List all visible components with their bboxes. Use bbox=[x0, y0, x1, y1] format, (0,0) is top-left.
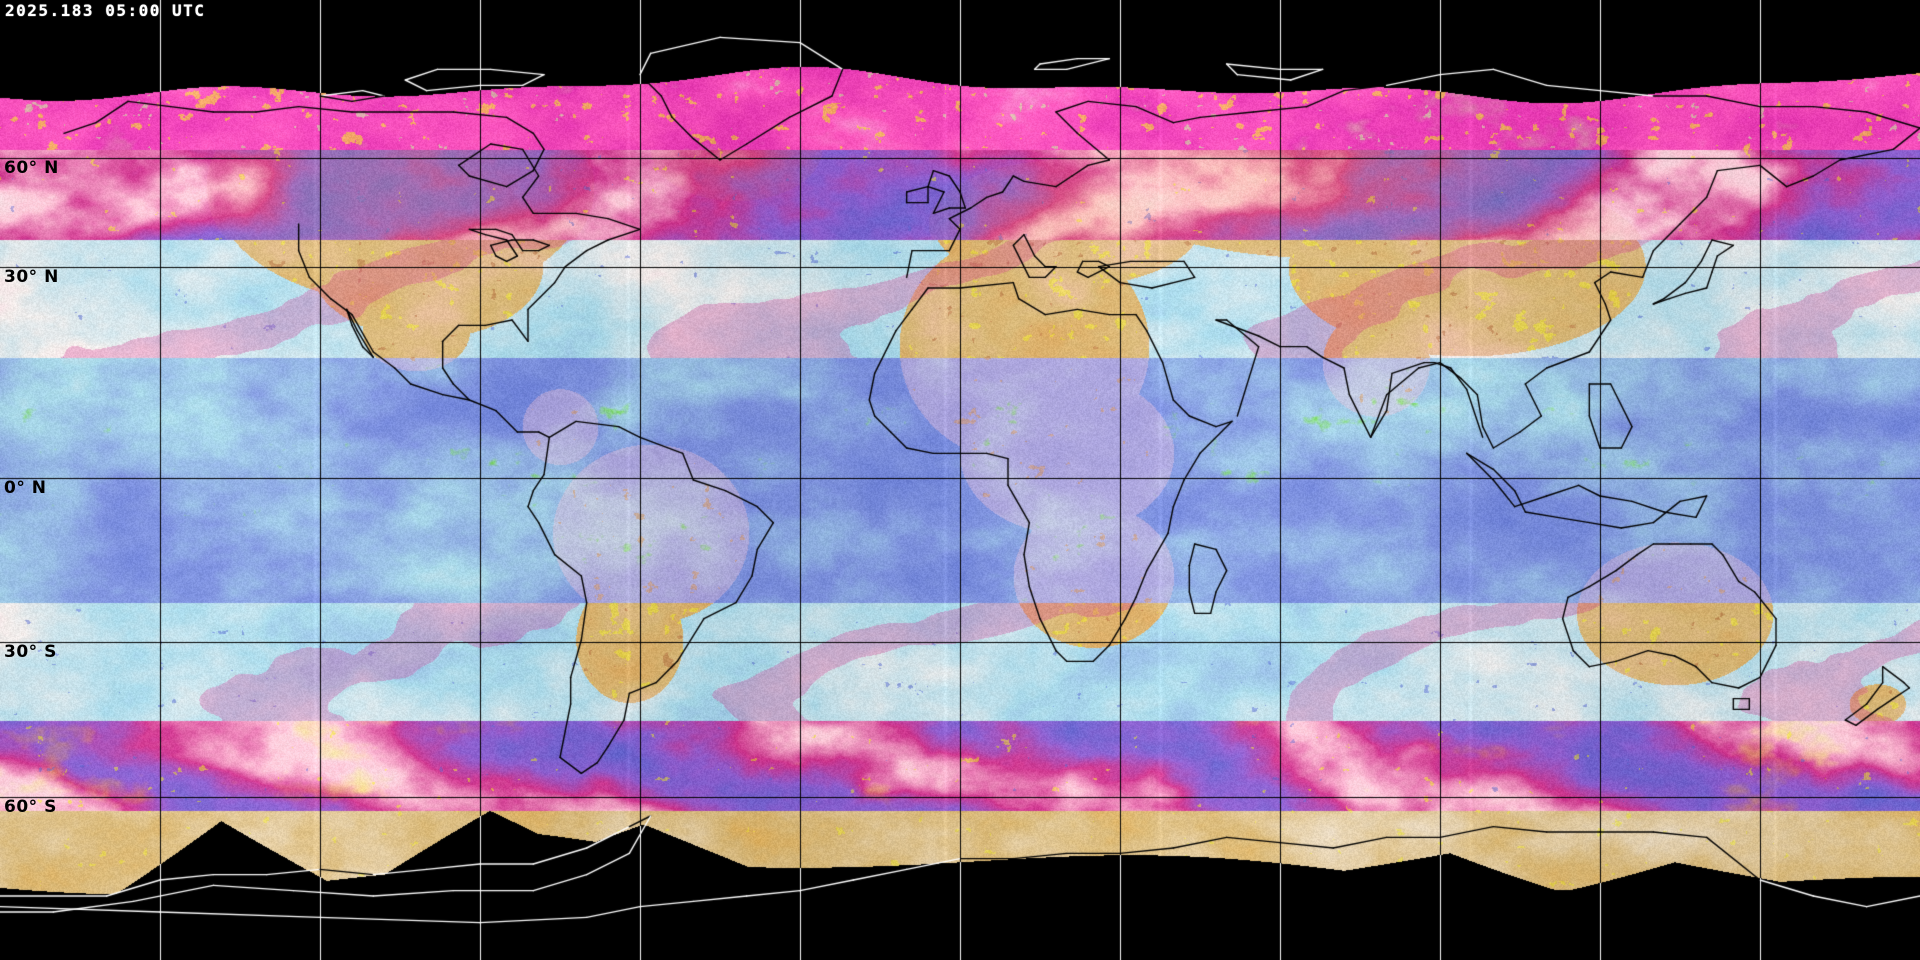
latitude-label: 60° N bbox=[4, 158, 59, 178]
timestamp-label: 2025.183 05:00 UTC bbox=[5, 1, 206, 20]
latitude-label: 60° S bbox=[4, 797, 57, 817]
latitude-label: 30° N bbox=[4, 267, 59, 287]
latitude-label: 30° S bbox=[4, 642, 57, 662]
latitude-label: 0° N bbox=[4, 478, 47, 498]
